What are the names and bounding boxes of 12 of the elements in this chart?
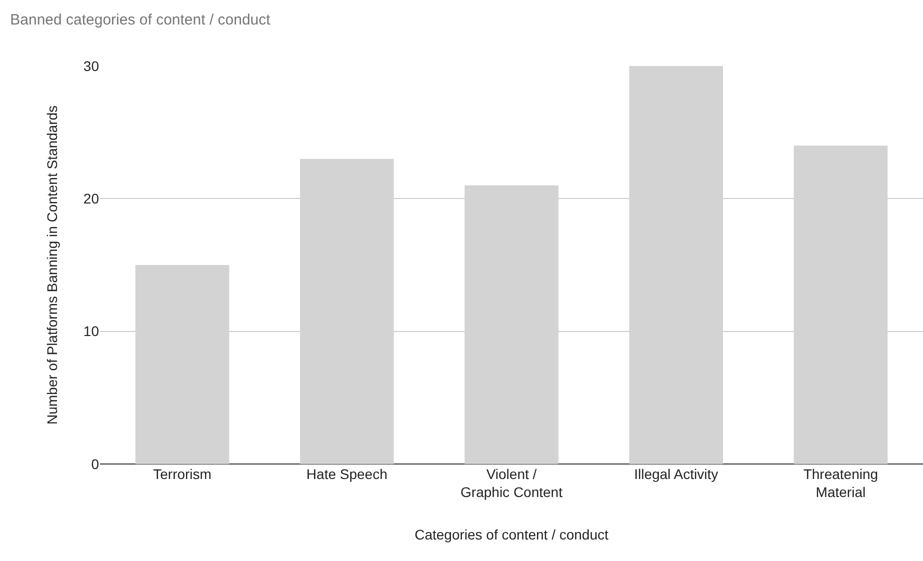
y-tick-label: 20 — [83, 190, 100, 207]
y-tick-label: 0 — [91, 456, 100, 472]
y-tick-label: 10 — [83, 323, 100, 340]
y-axis-title: Number of Platforms Banning in Content Standards — [44, 105, 60, 425]
x-tick-label: Hate Speech — [306, 466, 388, 482]
x-tick-label: Terrorism — [153, 466, 212, 482]
x-tick-label: Violent / Graphic Content — [460, 466, 563, 500]
x-tick-label: Threatening Material — [803, 466, 878, 500]
x-axis-title: Categories of content / conduct — [414, 526, 608, 542]
chart-title: Banned categories of content / conduct — [10, 12, 272, 29]
y-tick-label: 30 — [83, 58, 100, 74]
x-tick-label: Illegal Activity — [634, 466, 718, 482]
